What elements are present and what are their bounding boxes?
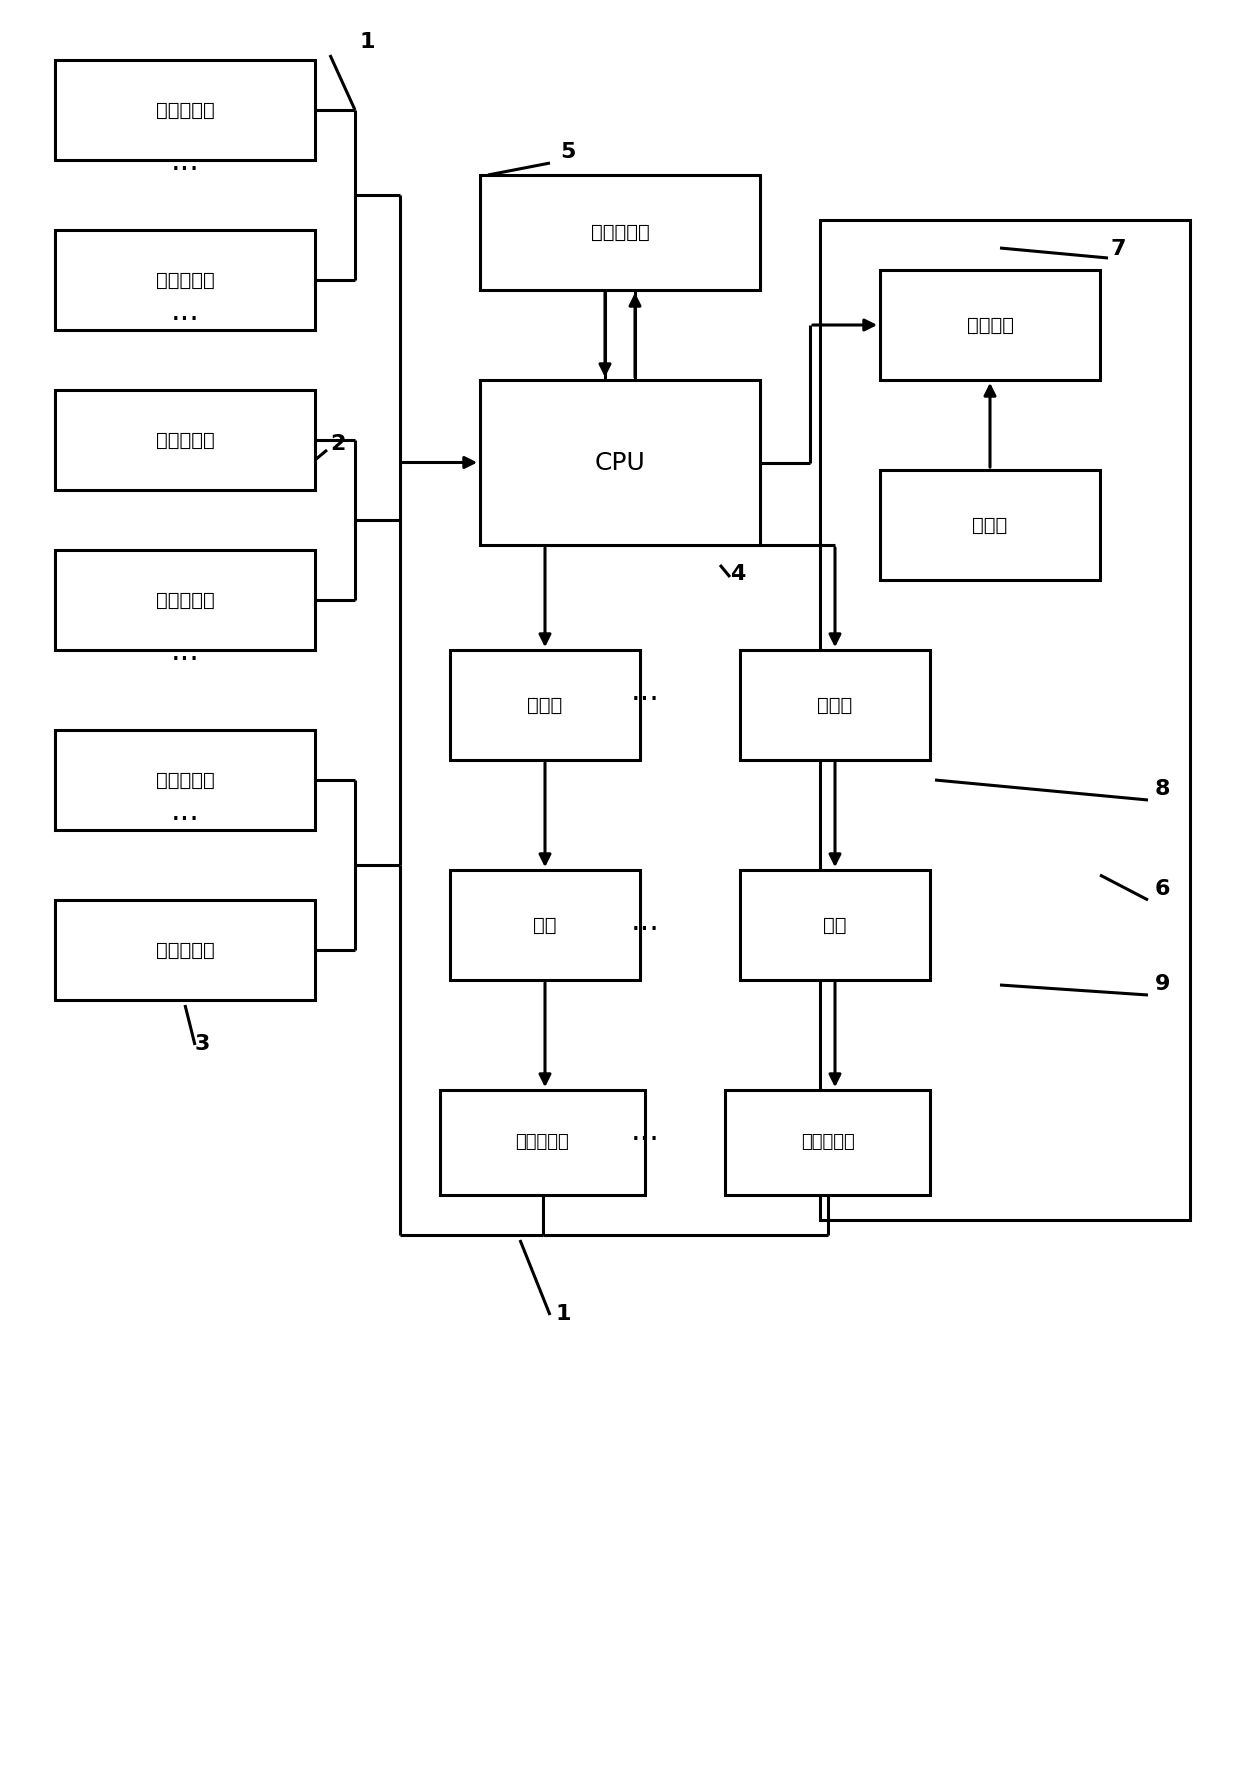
Text: CPU: CPU <box>595 451 645 474</box>
Bar <box>450 871 640 979</box>
Text: 7: 7 <box>1110 238 1126 259</box>
Bar <box>820 220 1190 1221</box>
Text: 服务器: 服务器 <box>972 515 1008 535</box>
Text: 空调: 空调 <box>823 915 847 935</box>
Text: 继电器: 继电器 <box>527 695 563 714</box>
Text: 温度传感器: 温度传感器 <box>156 270 215 290</box>
Bar <box>480 380 760 546</box>
Bar <box>55 60 315 160</box>
Bar <box>740 871 930 979</box>
Bar <box>740 650 930 761</box>
Bar <box>725 1089 930 1194</box>
Text: 2: 2 <box>330 434 346 453</box>
Text: ···: ··· <box>171 306 200 334</box>
Text: ···: ··· <box>631 915 660 945</box>
Text: 湿度传感器: 湿度传感器 <box>156 430 215 450</box>
Text: 湿度传感器: 湿度传感器 <box>156 590 215 610</box>
Text: 1: 1 <box>360 32 376 52</box>
Text: 电量采集器: 电量采集器 <box>156 940 215 960</box>
Text: 6: 6 <box>1154 880 1171 899</box>
Text: 温度传感器: 温度传感器 <box>516 1134 569 1151</box>
Text: ···: ··· <box>631 686 660 714</box>
Bar <box>450 650 640 761</box>
Text: 温度传感器: 温度传感器 <box>156 101 215 119</box>
Text: 4: 4 <box>730 563 745 585</box>
Bar <box>55 899 315 1000</box>
Bar <box>55 730 315 830</box>
Text: 8: 8 <box>1154 778 1171 800</box>
Text: 电量采集器: 电量采集器 <box>156 771 215 789</box>
Text: 5: 5 <box>560 142 575 162</box>
Text: ···: ··· <box>171 156 200 185</box>
Bar <box>880 469 1100 579</box>
Text: 1: 1 <box>556 1304 570 1324</box>
Bar <box>55 389 315 490</box>
Text: 9: 9 <box>1154 974 1171 993</box>
Bar <box>55 229 315 331</box>
Text: 空调: 空调 <box>533 915 557 935</box>
Bar <box>55 551 315 650</box>
Bar <box>880 270 1100 380</box>
Bar <box>480 174 760 290</box>
Text: ···: ··· <box>171 645 200 675</box>
Text: 3: 3 <box>195 1034 211 1054</box>
Text: 经验数据库: 经验数据库 <box>590 222 650 242</box>
Text: ···: ··· <box>631 1125 660 1155</box>
Bar <box>440 1089 645 1194</box>
Text: ···: ··· <box>171 805 200 835</box>
Text: 通信模块: 通信模块 <box>966 316 1013 334</box>
Text: 继电器: 继电器 <box>817 695 853 714</box>
Text: 温度传感器: 温度传感器 <box>801 1134 854 1151</box>
